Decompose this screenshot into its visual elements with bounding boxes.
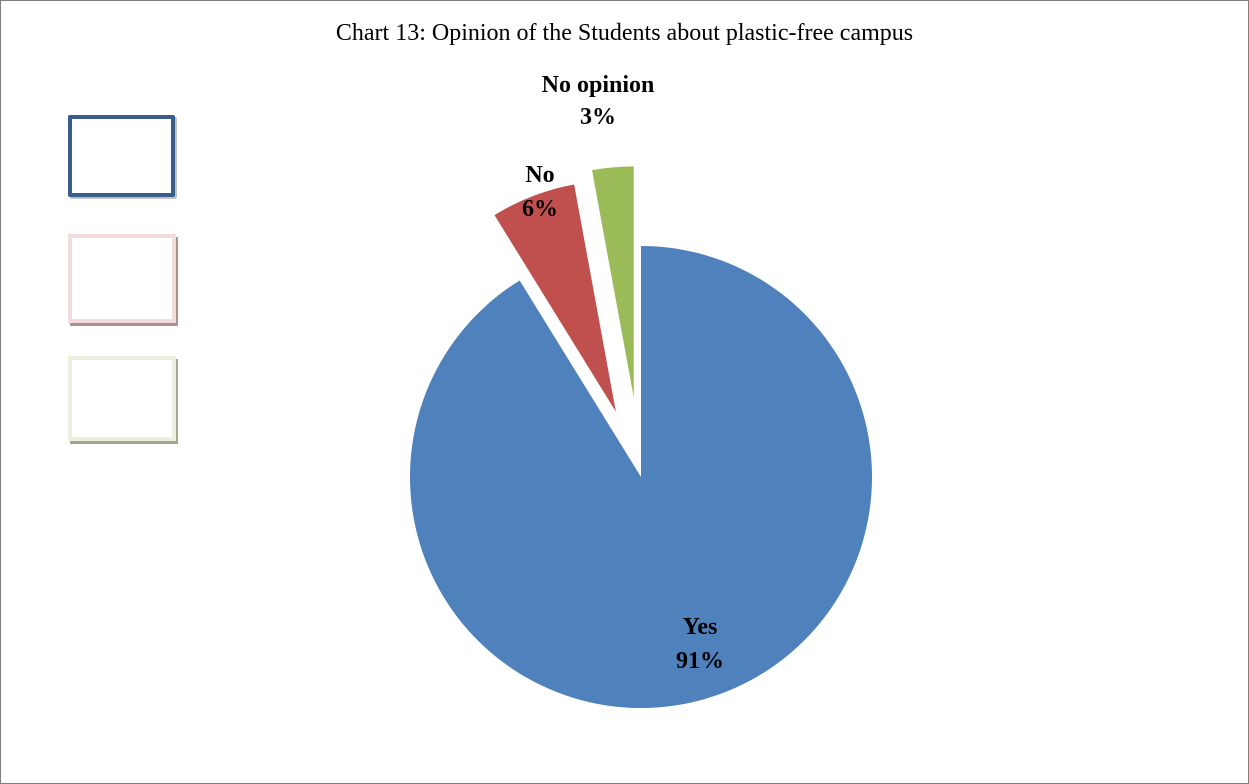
pie-slice-no-opinion [592, 166, 634, 398]
slice-percent-label-yes: 91% [676, 648, 724, 674]
slice-category-label-no: No [525, 162, 554, 188]
legend-entry-yes: 694 [68, 115, 175, 197]
legend-label-no-opinion: 22 [82, 374, 106, 400]
slice-category-label-yes: Yes [683, 614, 718, 640]
slice-percent-label-no-opinion: 3% [580, 104, 616, 130]
legend-entry-no-opinion: 22 [68, 356, 176, 441]
legend-label-no: 45 [82, 252, 106, 278]
pie-slice-yes [410, 246, 872, 708]
pie-slice-no [494, 184, 616, 412]
slice-percent-label-no: 6% [522, 196, 558, 222]
legend-entry-no: 45 [68, 234, 176, 323]
legend-label-yes: 694 [82, 131, 118, 157]
chart-title: Chart 13: Opinion of the Students about … [335, 20, 914, 46]
slice-category-label-no-opinion: No opinion [542, 72, 655, 98]
